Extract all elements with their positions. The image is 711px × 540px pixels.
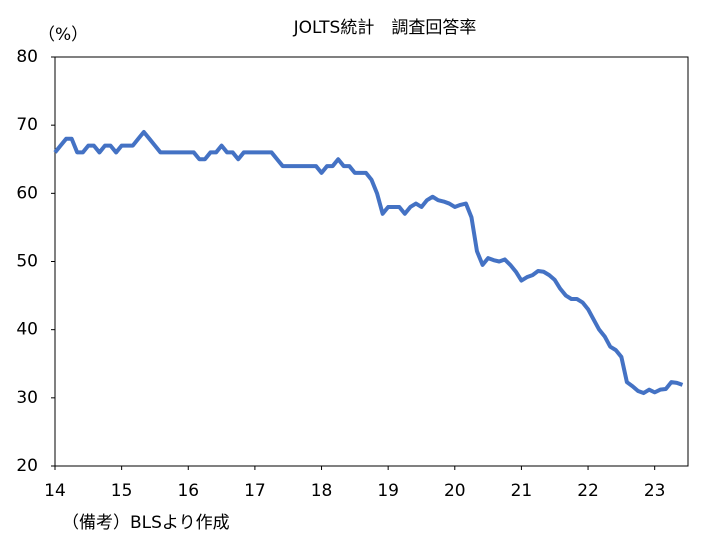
chart-title: JOLTS統計 調査回答率 bbox=[293, 18, 477, 38]
x-tick-label: 15 bbox=[111, 481, 133, 501]
x-tick-label: 23 bbox=[644, 481, 666, 501]
y-tick-label: 70 bbox=[16, 115, 38, 135]
y-tick-label: 50 bbox=[16, 252, 38, 272]
y-tick-label: 20 bbox=[16, 456, 38, 476]
x-tick-label: 18 bbox=[311, 481, 333, 501]
x-tick-label: 14 bbox=[44, 481, 66, 501]
y-tick-label: 30 bbox=[16, 388, 38, 408]
x-tick-label: 22 bbox=[577, 481, 599, 501]
y-tick-label: 60 bbox=[16, 183, 38, 203]
note: （備考）BLSより作成 bbox=[62, 513, 230, 533]
x-tick-label: 17 bbox=[244, 481, 266, 501]
y-tick-label: 40 bbox=[16, 320, 38, 340]
x-tick-label: 19 bbox=[377, 481, 399, 501]
y-unit: （%） bbox=[38, 25, 88, 45]
x-tick-label: 20 bbox=[444, 481, 466, 501]
plot-frame bbox=[54, 56, 689, 467]
x-tick-label: 21 bbox=[511, 481, 533, 501]
x-tick-label: 16 bbox=[177, 481, 199, 501]
data-line bbox=[53, 129, 684, 396]
y-tick-label: 80 bbox=[16, 47, 38, 67]
